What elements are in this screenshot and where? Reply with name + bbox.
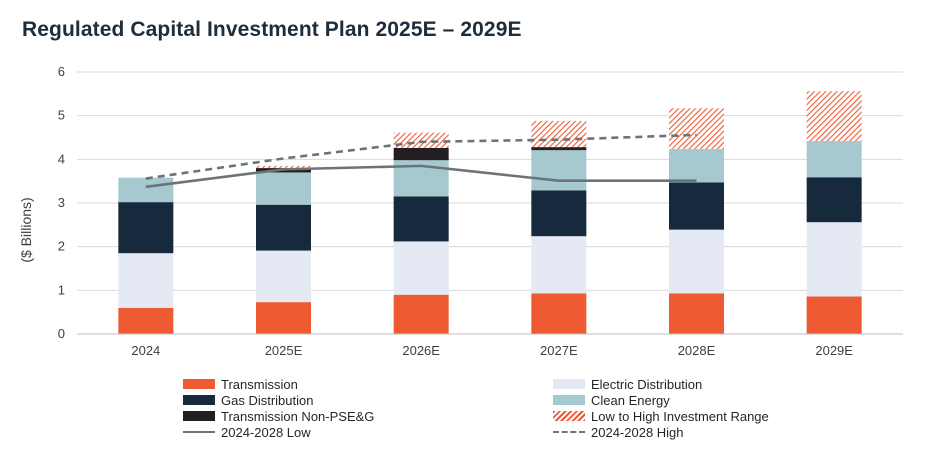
y-tick-label: 2 <box>58 239 65 254</box>
bar-clean-energy-2025e <box>256 172 311 205</box>
bar-transmission-non-pse-g-2027e <box>531 147 587 151</box>
bar-electric-distribution-2024 <box>118 253 174 308</box>
bar-low-to-high-investment-range-2027e <box>531 120 587 148</box>
y-axis-label: ($ Billions) <box>18 197 34 262</box>
bar-gas-distribution-2028e <box>669 182 724 230</box>
bar-clean-energy-2024 <box>118 177 174 203</box>
line-2024-2028-low <box>145 164 697 189</box>
x-tick-label: 2024 <box>131 343 160 358</box>
y-tick-label: 3 <box>58 195 65 210</box>
bar-low-to-high-investment-range-2028e <box>669 108 724 149</box>
bar-electric-distribution-2027e <box>531 236 587 294</box>
bar-transmission-2027e <box>531 293 587 334</box>
bar-clean-energy-2029e <box>806 140 862 178</box>
x-tick-label: 2026E <box>402 343 440 358</box>
y-tick-label: 0 <box>58 326 65 341</box>
bar-gas-distribution-2024 <box>118 202 174 254</box>
bar-clean-energy-2027e <box>531 150 587 191</box>
bar-electric-distribution-2029e <box>806 222 862 297</box>
bar-transmission-2026e <box>393 294 449 334</box>
x-tick-label: 2029E <box>815 343 853 358</box>
bar-electric-distribution-2025e <box>256 250 311 303</box>
bar-gas-distribution-2027e <box>531 190 587 237</box>
bar-low-to-high-investment-range-2026e <box>393 132 449 148</box>
y-tick-label: 4 <box>58 151 65 166</box>
line-2024-2028-high <box>145 133 697 180</box>
bar-low-to-high-investment-range-2025e <box>256 165 311 169</box>
bar-transmission-2029e <box>806 296 862 334</box>
x-tick-label: 2025E <box>265 343 303 358</box>
bar-transmission-2028e <box>669 293 724 334</box>
bar-gas-distribution-2026e <box>393 196 449 242</box>
bar-gas-distribution-2025e <box>256 204 311 251</box>
bar-electric-distribution-2028e <box>669 229 724 294</box>
y-tick-label: 5 <box>58 108 65 123</box>
x-tick-label: 2028E <box>678 343 716 358</box>
bar-transmission-non-pse-g-2026e <box>393 147 449 161</box>
bar-clean-energy-2028e <box>669 148 724 183</box>
y-tick-label: 1 <box>58 282 65 297</box>
bar-low-to-high-investment-range-2029e <box>806 91 862 141</box>
chart-title: Regulated Capital Investment Plan 2025E … <box>22 18 522 41</box>
bar-gas-distribution-2029e <box>806 177 862 223</box>
bar-transmission-2025e <box>256 302 311 334</box>
bar-electric-distribution-2026e <box>393 241 449 295</box>
y-tick-label: 6 <box>58 64 65 79</box>
bar-transmission-2024 <box>118 307 174 334</box>
x-tick-label: 2027E <box>540 343 578 358</box>
